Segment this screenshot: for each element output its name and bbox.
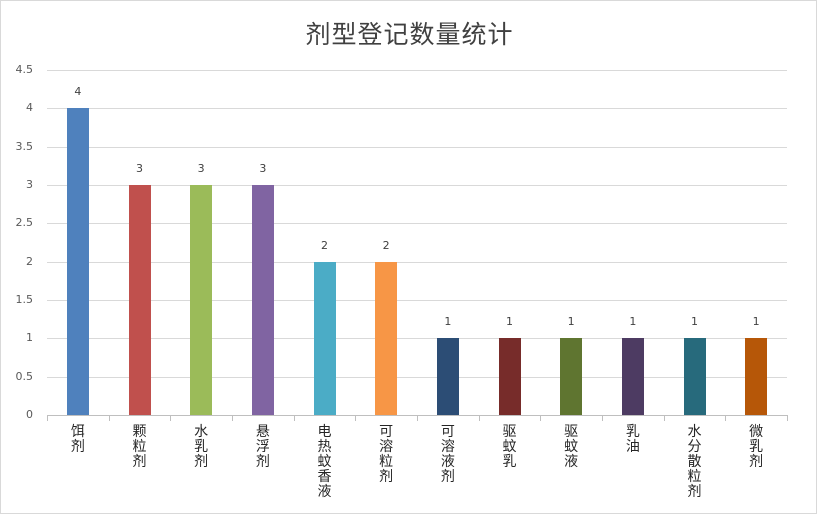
y-tick-label: 1 xyxy=(26,331,33,345)
x-tick-mark xyxy=(725,415,727,421)
bar[interactable] xyxy=(560,338,583,415)
x-tick-mark xyxy=(232,415,233,421)
gridline xyxy=(47,185,787,186)
bar[interactable] xyxy=(313,261,336,415)
x-category-label: 颗粒剂 xyxy=(132,424,147,470)
bar[interactable] xyxy=(498,338,521,415)
x-tick-mark xyxy=(663,415,665,421)
bar-value-label: 1 xyxy=(567,315,575,329)
bar[interactable] xyxy=(436,338,459,415)
y-tick-label: 2 xyxy=(26,254,33,268)
bar[interactable] xyxy=(66,108,89,415)
x-tick-mark xyxy=(47,415,48,421)
x-category-label: 驱蚊液 xyxy=(564,424,579,470)
y-tick-label: 4 xyxy=(26,101,33,115)
y-tick-label: 2.5 xyxy=(15,216,34,230)
bar-value-label: 2 xyxy=(321,238,328,252)
x-tick-mark xyxy=(540,415,542,421)
bar[interactable] xyxy=(190,185,213,415)
x-category-label: 可溶粒剂 xyxy=(379,424,394,485)
bar-value-label: 4 xyxy=(74,85,82,99)
x-category-label: 饵剂 xyxy=(70,424,85,455)
x-category-label: 水分散粒剂 xyxy=(687,424,702,500)
gridline xyxy=(47,70,787,71)
x-category-label: 水乳剂 xyxy=(194,424,209,470)
y-tick-label: 4.5 xyxy=(15,63,34,76)
bar-value-label: 1 xyxy=(444,315,452,329)
bar-value-label: 1 xyxy=(691,315,698,329)
gridline xyxy=(47,338,787,340)
x-tick-mark xyxy=(355,415,357,421)
y-tick-label: 3 xyxy=(26,178,33,191)
bar-value-label: 1 xyxy=(506,315,513,329)
x-tick-mark xyxy=(293,415,295,421)
x-category-label: 电热蚊香液 xyxy=(317,424,332,500)
bar[interactable] xyxy=(745,338,768,415)
gridline xyxy=(47,146,787,148)
x-tick-mark xyxy=(170,415,172,421)
chart-title: 剂型登记数量统计 xyxy=(305,20,514,49)
x-tick-mark xyxy=(478,415,480,421)
bar[interactable] xyxy=(251,185,274,415)
x-category-label: 乳油 xyxy=(625,424,640,455)
x-category-label: 可溶液剂 xyxy=(440,424,455,485)
bar-value-label: 1 xyxy=(629,315,637,329)
bar[interactable] xyxy=(128,185,151,415)
x-category-label: 驱蚊乳 xyxy=(502,424,517,470)
y-tick-label: 0 xyxy=(26,408,33,421)
bar[interactable] xyxy=(375,261,398,415)
x-tick-mark xyxy=(787,415,788,421)
bar[interactable] xyxy=(621,338,644,415)
x-tick-mark xyxy=(602,415,603,421)
y-tick-label: 3.5 xyxy=(15,139,34,153)
bar-value-label: 3 xyxy=(136,162,143,175)
bar-value-label: 3 xyxy=(197,162,205,175)
gridline xyxy=(47,108,787,110)
gridline xyxy=(47,376,787,378)
x-tick-mark xyxy=(417,415,418,421)
bar-value-label: 3 xyxy=(259,162,267,175)
x-tick-mark xyxy=(108,415,110,421)
y-tick-label: 0.5 xyxy=(15,369,34,383)
plot-area: 4 3 3 3 2 2 1 1 1 1 1 1 xyxy=(47,70,788,421)
bar-value-label: 1 xyxy=(752,315,760,329)
gridline xyxy=(47,223,787,225)
gridline xyxy=(47,300,787,301)
bar[interactable] xyxy=(683,338,706,415)
y-tick-label: 1.5 xyxy=(15,293,34,306)
x-category-label: 微乳剂 xyxy=(749,424,764,470)
gridline xyxy=(47,261,787,263)
bar-value-label: 2 xyxy=(382,238,390,252)
x-category-label: 悬浮剂 xyxy=(255,424,270,470)
